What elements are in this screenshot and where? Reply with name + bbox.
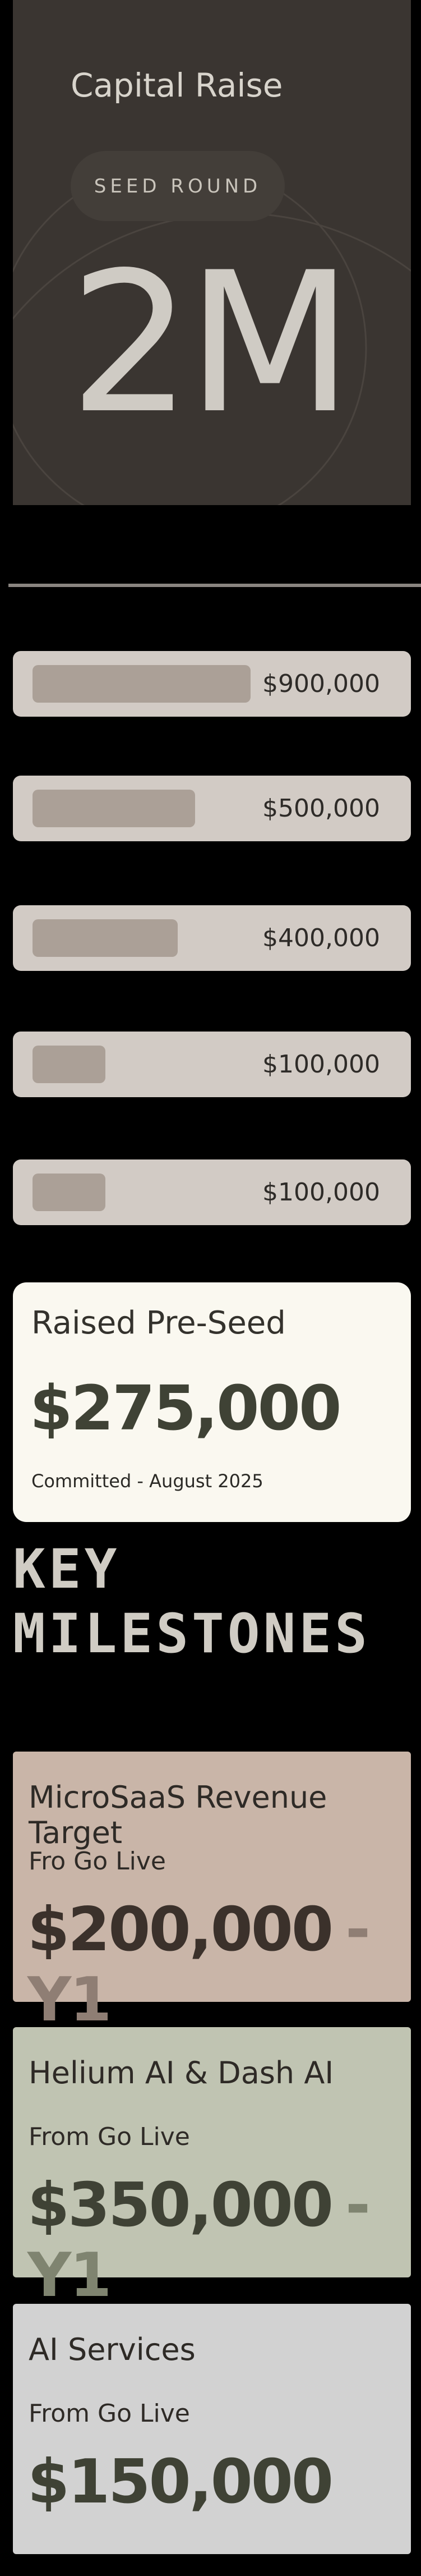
commitment-bar (33, 919, 178, 957)
commitment-bar (33, 1174, 105, 1211)
title: Raised Pre-Seed (31, 1305, 286, 1341)
pre-seed-card: Raised Pre-Seed $275,000 Committed - Aug… (13, 1282, 411, 1522)
milestone-amount: $200,000 (27, 1895, 334, 1965)
milestone-suffix: - Y1 (27, 1895, 371, 2035)
commitment-label: $500,000 (262, 794, 380, 823)
commitment-row: $100,000 (13, 1159, 411, 1225)
milestone-card: MicroSaaS Revenue Target Fro Go Live $200,… (13, 1752, 411, 2035)
milestone-title: Helium AI & Dash AI (29, 2055, 334, 2091)
title: Capital Raise (71, 66, 283, 104)
heading: MILESTONES (13, 1602, 371, 1665)
commitment-bar (33, 1046, 105, 1083)
commitment-row: $500,000 (13, 776, 411, 841)
milestone-amount-line: $150,000 (27, 2447, 334, 2517)
milestone-subtitle: Fro Go Live (29, 1847, 166, 1876)
commitment-bar (33, 790, 195, 827)
milestone-card: AI Services From Go Live $150,000 (13, 2304, 411, 2554)
milestone-title: MicroSaaS Revenue Target (29, 1780, 327, 1850)
divider (8, 584, 421, 587)
heading: KEY (13, 1538, 121, 1601)
milestone-amount: $350,000 (27, 2170, 334, 2240)
milestone-card: Helium AI & Dash AI From Go Live $350,000-… (13, 2027, 411, 2311)
milestone-amount-line: $200,000- Y1 (27, 1895, 411, 2035)
commitment-bar (33, 665, 251, 703)
commitment-row: $100,000 (13, 1032, 411, 1097)
milestone-amount: $150,000 (27, 2447, 334, 2517)
commitment-row: $900,000 (13, 651, 411, 717)
milestone-suffix: - Y1 (27, 2170, 371, 2311)
amount: 2M (69, 231, 353, 456)
milestone-title: AI Services (29, 2332, 196, 2367)
commitment-label: $100,000 (262, 1178, 380, 1207)
milestone-subtitle: From Go Live (29, 2123, 190, 2151)
commitment-label: $900,000 (262, 670, 380, 698)
commitment-row: $400,000 (13, 905, 411, 971)
commitment-label: $400,000 (262, 924, 380, 952)
commitment-label: $100,000 (262, 1050, 380, 1079)
milestone-amount-line: $350,000- Y1 (27, 2170, 411, 2311)
hero-card: Capital Raise SEED ROUND 2M (13, 0, 411, 505)
milestone-subtitle: From Go Live (29, 2399, 190, 2428)
amount: $275,000 (30, 1372, 342, 1444)
badge: SEED ROUND (71, 151, 285, 221)
note: Committed - August 2025 (31, 1470, 263, 1492)
